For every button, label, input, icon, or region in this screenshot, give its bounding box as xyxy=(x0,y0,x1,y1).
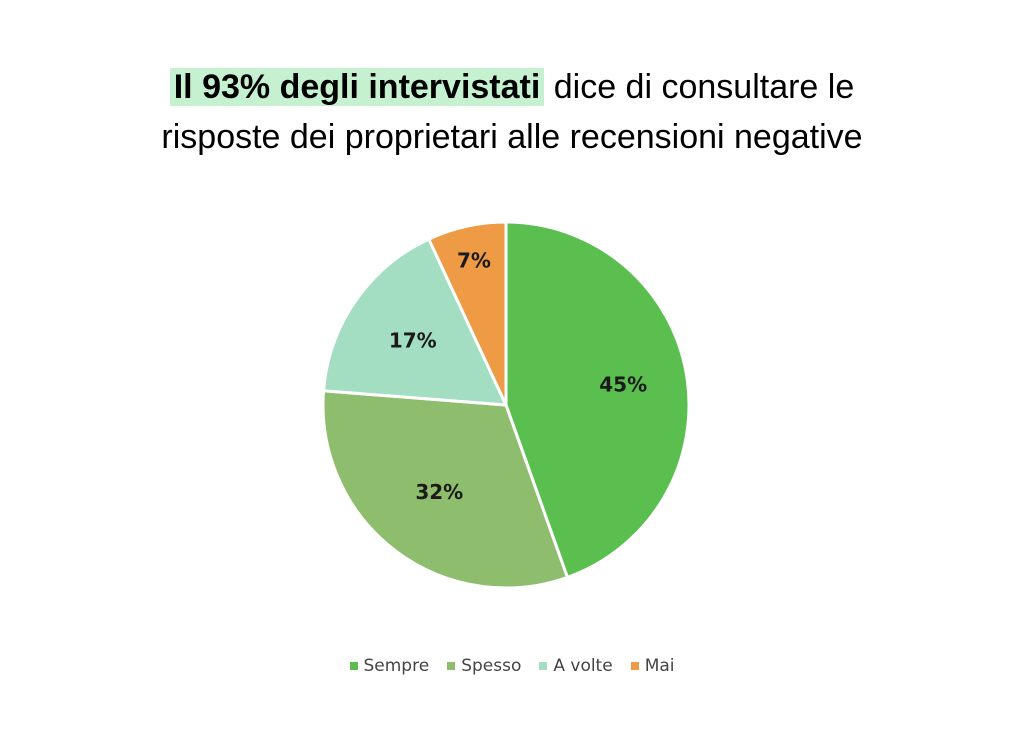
slice-label-sempre: 45% xyxy=(599,373,647,397)
legend-label: Sempre xyxy=(363,656,430,676)
title-line-1-text: dice di consultare le xyxy=(544,68,855,106)
legend-item-spesso: Spesso xyxy=(447,656,521,676)
pie-slice-spesso xyxy=(321,389,569,590)
pie-slice-a-volte xyxy=(322,237,508,407)
legend-label: A volte xyxy=(553,656,613,676)
legend-swatch xyxy=(349,662,358,670)
legend-item-a-volte: A volte xyxy=(539,656,613,676)
title-line-1: Il 93% degli intervistati dice di consul… xyxy=(0,62,1024,112)
legend-swatch xyxy=(447,662,456,670)
pie-slice-mai xyxy=(427,220,508,407)
slice-label-spesso: 32% xyxy=(415,480,463,504)
title-highlight: Il 93% degli intervistati xyxy=(169,68,545,106)
pie-slice-sempre xyxy=(504,220,691,579)
legend-label: Mai xyxy=(644,656,675,676)
slice-label-mai: 7% xyxy=(457,248,491,272)
legend-item-sempre: Sempre xyxy=(349,656,430,676)
legend-label: Spesso xyxy=(461,656,522,676)
legend-swatch xyxy=(630,662,639,670)
slice-label-a-volte: 17% xyxy=(389,328,437,352)
title-line-2: risposte dei proprietari alle recensioni… xyxy=(161,118,863,156)
chart-legend: Sempre Spesso A volte Mai xyxy=(0,656,1024,676)
legend-swatch xyxy=(539,662,548,670)
slide-title: Il 93% degli intervistati dice di consul… xyxy=(0,62,1024,162)
legend-item-mai: Mai xyxy=(630,656,675,676)
